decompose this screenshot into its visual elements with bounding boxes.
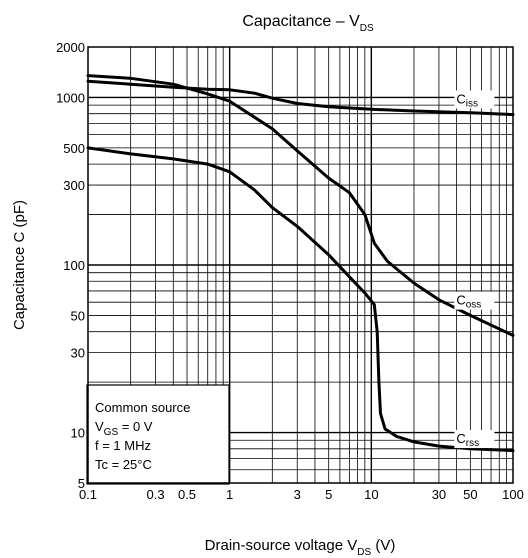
series-label-bg bbox=[454, 430, 495, 449]
x-tick-label: 50 bbox=[463, 487, 477, 502]
series-line-ciss bbox=[86, 79, 515, 117]
series-label-bg bbox=[454, 90, 495, 109]
x-tick-label: 3 bbox=[294, 487, 301, 502]
condition-line-2: f = 1 MHz bbox=[95, 438, 151, 453]
y-tick-label: 500 bbox=[63, 141, 85, 156]
condition-line-0: Common source bbox=[95, 400, 190, 415]
y-tick-label: 2000 bbox=[56, 40, 85, 55]
condition-line-3: Tc = 25°C bbox=[95, 457, 152, 472]
condition-box-frame bbox=[86, 384, 230, 485]
chart-title: Capacitance – VDS bbox=[242, 13, 374, 34]
condition-box: Common source VGS = 0 V f = 1 MHz Tc = 2… bbox=[86, 384, 230, 485]
y-tick-label: 10 bbox=[71, 426, 85, 441]
y-tick-label: 1000 bbox=[56, 90, 85, 105]
x-tick-label: 30 bbox=[432, 487, 446, 502]
x-tick-label: 5 bbox=[325, 487, 332, 502]
curves bbox=[86, 74, 515, 453]
y-tick-label: 30 bbox=[71, 346, 85, 361]
tick-labels: 0.1 0.3 0.5 1 3 5 10 30 50 100 5 10 30 50 100 300 500 100… bbox=[56, 40, 524, 502]
y-tick-label: 50 bbox=[71, 308, 85, 323]
y-axis-label: Capacitance C (pF) bbox=[11, 200, 28, 330]
x-tick-label: 100 bbox=[502, 487, 524, 502]
y-tick-label: 100 bbox=[63, 258, 85, 273]
x-tick-label: 1 bbox=[226, 487, 233, 502]
series-line-crss bbox=[86, 146, 515, 453]
series-labels: Ciss Coss Crss bbox=[454, 90, 495, 449]
plot-frame bbox=[87, 46, 514, 484]
y-tick-label: 300 bbox=[63, 178, 85, 193]
x-tick-label: 0.3 bbox=[147, 487, 165, 502]
y-tick-label: 5 bbox=[78, 476, 85, 491]
series-line-coss bbox=[86, 74, 515, 337]
series-label-coss: Coss bbox=[456, 293, 481, 311]
chart-title-main: Capacitance – V bbox=[242, 13, 360, 30]
x-tick-label: 10 bbox=[364, 487, 378, 502]
x-axis-label: Drain-source voltage VDS (V) bbox=[205, 537, 396, 558]
grid bbox=[88, 47, 513, 483]
x-tick-label: 0.5 bbox=[178, 487, 196, 502]
condition-line-1: VGS = 0 V bbox=[95, 419, 153, 438]
chart-title-sub: DS bbox=[360, 23, 374, 34]
series-label-crss: Crss bbox=[456, 431, 479, 449]
series-label-bg bbox=[454, 291, 495, 310]
x-tick-label: 0.1 bbox=[79, 487, 97, 502]
series-label-ciss: Ciss bbox=[456, 91, 478, 109]
